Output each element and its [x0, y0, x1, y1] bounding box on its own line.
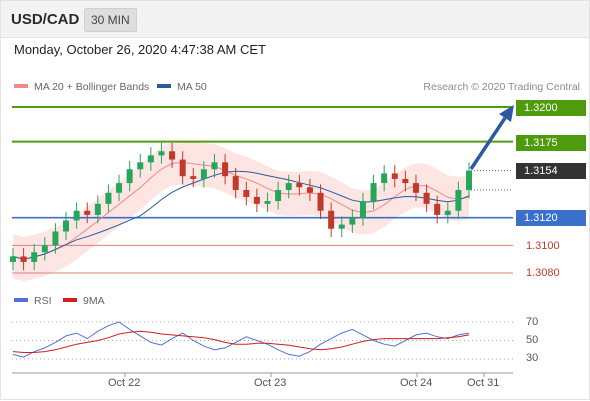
level-tag-last: 1.3154 [516, 163, 586, 179]
candle-body [63, 220, 70, 232]
rsi-tick-50: 50 [526, 334, 539, 346]
moving-averages [12, 161, 470, 260]
level-label-s2: 1.3100 [526, 240, 560, 252]
legend-ma50: MA 50 [157, 81, 207, 93]
level-tag-r2: 1.3200 [516, 100, 586, 116]
9ma-swatch [63, 298, 77, 303]
9ma-line [12, 330, 470, 353]
candle-body [455, 190, 462, 211]
candle-body [317, 192, 324, 211]
candle-body [253, 196, 260, 204]
candle-body [349, 217, 356, 225]
symbol-title: USD/CAD [11, 11, 80, 28]
legend-rsi-label: RSI [34, 295, 52, 307]
chart-datetime: Monday, October 26, 2020 4:47:38 AM CET [14, 42, 266, 57]
forecast-arrow-shaft [469, 117, 507, 170]
rsi-tick-70: 70 [526, 316, 539, 328]
candle-body [466, 170, 472, 190]
research-credit: Research © 2020 Trading Central [423, 81, 580, 93]
legend-rsi: RSI [14, 295, 52, 307]
rsi-swatch [14, 298, 28, 303]
chart-header: USD/CAD 30 MIN [1, 1, 589, 38]
candle-body [444, 210, 451, 215]
candle-body [243, 190, 250, 197]
candle-body [147, 155, 154, 163]
level-tag-r1: 1.3175 [516, 135, 586, 151]
candle-body [423, 192, 430, 204]
rsi-tick-30: 30 [526, 352, 539, 364]
candle-body [412, 183, 419, 193]
candle-body [370, 183, 377, 202]
ma50-line [12, 170, 470, 260]
candle-body [381, 173, 388, 184]
candle-body [179, 159, 186, 177]
level-label-s3: 1.3080 [526, 267, 560, 279]
candle-body [359, 201, 366, 218]
candle-body [200, 169, 207, 179]
x-label-oct31: Oct 31 [467, 377, 500, 389]
ma50-swatch [157, 84, 171, 89]
rsi-line [12, 321, 470, 358]
bollinger-band [13, 140, 469, 282]
legend-9ma: 9MA [63, 295, 105, 307]
candle-body [296, 183, 303, 188]
time-axis [12, 372, 513, 377]
candle-body [52, 231, 59, 246]
candle-body [211, 162, 218, 170]
candle-body [402, 178, 409, 184]
candle-body [10, 256, 16, 262]
candle-body [391, 173, 398, 179]
timeframe-button[interactable]: 30 MIN [84, 8, 137, 32]
x-label-oct22: Oct 22 [108, 377, 141, 389]
candle-body [275, 190, 282, 202]
candle-body [105, 192, 112, 204]
candle-body [264, 201, 271, 204]
candle-body [31, 252, 38, 262]
candle-body [434, 203, 441, 215]
candle-body [285, 183, 292, 190]
candle-body [116, 183, 123, 193]
candle-body [84, 210, 91, 215]
candle-body [169, 151, 176, 160]
candle-body [222, 162, 229, 177]
rsi-panel [12, 321, 513, 360]
candle-body [158, 151, 165, 156]
ma20-swatch [14, 84, 28, 89]
candle-body [126, 169, 133, 184]
forecast-arrow [469, 105, 514, 170]
level-tag-s1: 1.3120 [516, 210, 586, 226]
x-label-oct23: Oct 23 [254, 377, 287, 389]
candle-body [338, 224, 345, 229]
x-label-oct24: Oct 24 [400, 377, 433, 389]
candles [10, 142, 472, 271]
candle-body [190, 176, 197, 179]
legend-ma20-label: MA 20 + Bollinger Bands [34, 81, 150, 93]
candle-body [41, 245, 48, 253]
candle-body [94, 203, 101, 215]
legend-ma50-label: MA 50 [177, 81, 207, 93]
forecast-arrow-head [499, 105, 514, 122]
candle-body [328, 210, 335, 229]
candle-body [306, 187, 313, 193]
candle-body [137, 162, 144, 170]
candle-body [73, 210, 80, 221]
candle-body [232, 176, 239, 190]
bollinger-band-area [13, 140, 469, 282]
level-lines [12, 106, 513, 274]
legend-9ma-label: 9MA [83, 295, 105, 307]
candle-body [20, 256, 27, 262]
legend-ma20: MA 20 + Bollinger Bands [14, 81, 149, 93]
